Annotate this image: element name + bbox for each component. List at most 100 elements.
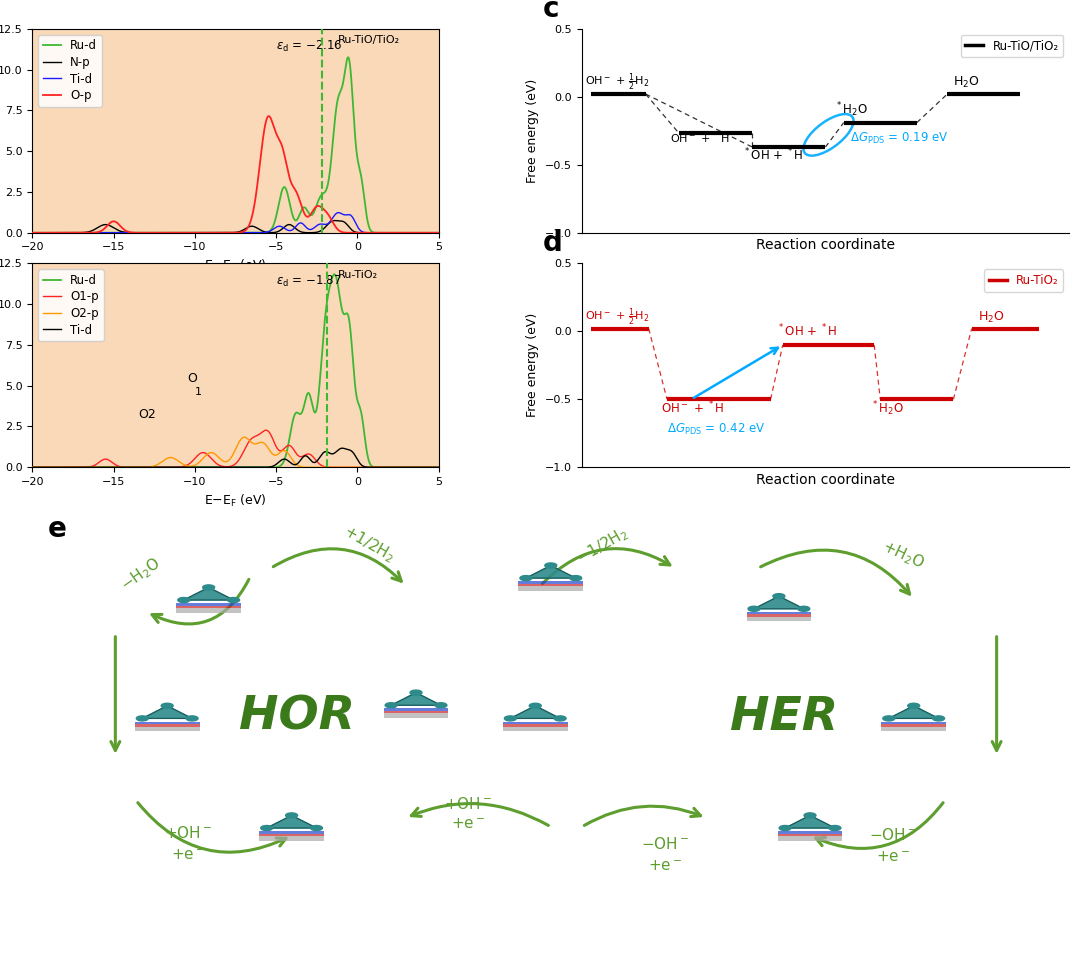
Ru-d (321, 180, 334, 191)
Text: $+$e$^-$: $+$e$^-$ (648, 858, 681, 874)
Text: HER: HER (730, 695, 838, 740)
O2-p (432, 462, 445, 473)
Text: OH$^-$ + $\frac{1}{2}$H$_2$: OH$^-$ + $\frac{1}{2}$H$_2$ (584, 306, 649, 328)
FancyBboxPatch shape (778, 836, 842, 841)
Ru-d (26, 462, 39, 473)
Ti-d (432, 462, 445, 473)
FancyBboxPatch shape (881, 724, 946, 727)
Text: $\Delta G_\mathregular{PDS}$ = 0.19 eV: $\Delta G_\mathregular{PDS}$ = 0.19 eV (850, 131, 948, 146)
O1-p (197, 446, 210, 458)
Text: $^*$OH + $^*$H: $^*$OH + $^*$H (743, 147, 804, 163)
Ti-d (200, 462, 213, 473)
Circle shape (410, 690, 422, 695)
Ru-d (200, 227, 213, 238)
Circle shape (260, 826, 272, 830)
Text: e: e (48, 516, 67, 543)
Polygon shape (511, 706, 561, 718)
Circle shape (136, 716, 148, 721)
Y-axis label: Free energy (eV): Free energy (eV) (526, 313, 539, 418)
Text: O: O (187, 372, 197, 385)
O1-p (420, 462, 433, 473)
FancyBboxPatch shape (503, 727, 568, 732)
Text: OH$^-$ + $^*$H: OH$^-$ + $^*$H (661, 399, 725, 416)
O2-p (200, 449, 213, 461)
Circle shape (773, 593, 785, 599)
Legend: Ru-d, N-p, Ti-d, O-p: Ru-d, N-p, Ti-d, O-p (38, 35, 102, 107)
Text: c: c (542, 0, 559, 23)
Circle shape (907, 704, 920, 708)
Text: $+$e$^-$: $+$e$^-$ (171, 848, 205, 863)
Circle shape (161, 704, 173, 708)
Text: H$_2$O: H$_2$O (954, 75, 980, 90)
O2-p (219, 456, 232, 468)
Polygon shape (184, 588, 233, 600)
X-axis label: Reaction coordinate: Reaction coordinate (756, 473, 895, 487)
Ru-d (219, 462, 232, 473)
Ti-d (321, 218, 334, 229)
Circle shape (798, 607, 810, 612)
Circle shape (519, 576, 531, 581)
Ru-d (400, 227, 413, 238)
O2-p (420, 462, 433, 473)
N-p (219, 227, 232, 238)
Ru-d (400, 462, 413, 473)
Ru-d (197, 462, 210, 473)
Y-axis label: Free energy (eV): Free energy (eV) (526, 79, 539, 183)
O1-p (321, 462, 334, 473)
Line: N-p: N-p (32, 221, 438, 232)
FancyBboxPatch shape (881, 722, 946, 724)
FancyBboxPatch shape (176, 603, 241, 606)
FancyBboxPatch shape (778, 831, 842, 833)
Ti-d (219, 462, 232, 473)
N-p (420, 227, 433, 238)
Legend: Ru-TiO₂: Ru-TiO₂ (984, 269, 1064, 292)
Text: Ru-TiO₂: Ru-TiO₂ (338, 270, 378, 280)
O-p (26, 227, 39, 238)
Ru-d (219, 227, 232, 238)
Text: OH$^-$ + $^*$H: OH$^-$ + $^*$H (670, 130, 730, 147)
FancyBboxPatch shape (383, 713, 448, 718)
N-p (328, 215, 341, 227)
Ti-d (26, 227, 39, 238)
O1-p (432, 462, 445, 473)
Ru-d (321, 293, 334, 304)
N-p (26, 227, 39, 238)
FancyBboxPatch shape (746, 614, 811, 617)
Line: O2-p: O2-p (32, 437, 438, 468)
FancyBboxPatch shape (383, 708, 448, 711)
O1-p (400, 462, 413, 473)
Line: Ti-d: Ti-d (32, 212, 438, 232)
FancyBboxPatch shape (135, 724, 200, 727)
X-axis label: E$-$E$_\mathregular{F}$ (eV): E$-$E$_\mathregular{F}$ (eV) (204, 258, 267, 275)
Circle shape (186, 716, 198, 721)
O-p (400, 227, 413, 238)
Text: $+$e$^-$: $+$e$^-$ (450, 817, 485, 832)
Legend: Ru-d, O1-p, O2-p, Ti-d: Ru-d, O1-p, O2-p, Ti-d (38, 269, 104, 342)
Ti-d (219, 227, 232, 238)
FancyBboxPatch shape (503, 724, 568, 727)
FancyBboxPatch shape (503, 722, 568, 724)
Ru-d (328, 269, 341, 280)
Circle shape (779, 826, 791, 830)
Ti-d (432, 227, 445, 238)
Text: $-1/2$H$_2$: $-1/2$H$_2$ (573, 524, 632, 568)
Ti-d (400, 227, 413, 238)
N-p (432, 227, 445, 238)
Ru-d (420, 227, 433, 238)
Text: $\Delta G_\mathregular{PDS}$ = 0.42 eV: $\Delta G_\mathregular{PDS}$ = 0.42 eV (667, 422, 766, 438)
Text: $^*$H$_2$O: $^*$H$_2$O (835, 101, 867, 119)
Ti-d (400, 462, 413, 473)
Ru-d (420, 462, 433, 473)
Ru-d (26, 227, 39, 238)
Circle shape (504, 716, 516, 721)
O-p (197, 227, 210, 238)
FancyBboxPatch shape (518, 581, 583, 584)
FancyBboxPatch shape (518, 587, 583, 590)
Ti-d (321, 446, 334, 458)
O-p (200, 227, 213, 238)
Circle shape (570, 576, 582, 581)
Ru-d (200, 462, 213, 473)
Text: $-$H$_2$O: $-$H$_2$O (118, 554, 165, 595)
FancyBboxPatch shape (778, 833, 842, 836)
N-p (321, 219, 334, 230)
